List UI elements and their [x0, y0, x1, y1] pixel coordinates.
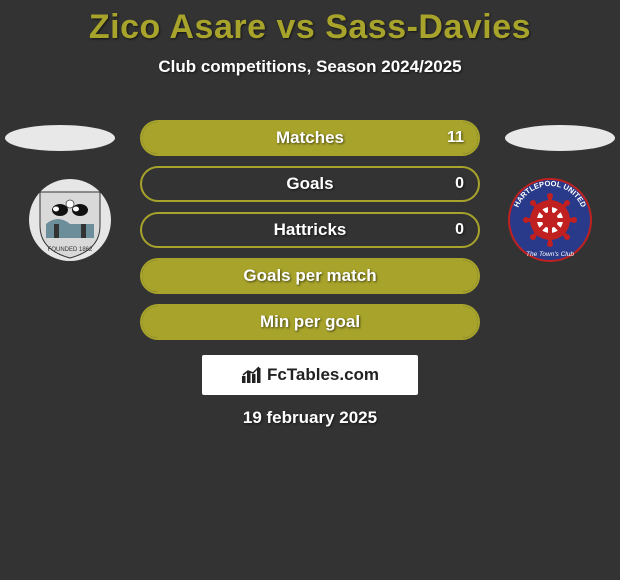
stat-row: Hattricks0 [140, 212, 480, 248]
brand-box[interactable]: FcTables.com [202, 355, 418, 395]
stat-row: Goals per match [140, 258, 480, 294]
player-right-photo-placeholder [505, 125, 615, 151]
stat-right-value: 0 [455, 214, 464, 246]
brand-text: FcTables.com [267, 365, 379, 385]
bar-chart-icon [241, 366, 263, 384]
subtitle: Club competitions, Season 2024/2025 [0, 57, 620, 77]
stats-panel: Matches11Goals0Hattricks0Goals per match… [140, 120, 480, 350]
stat-label: Min per goal [142, 306, 478, 338]
date-text: 19 february 2025 [0, 408, 620, 428]
right-club-badge: HARTLEPOOL UNITED [500, 178, 600, 262]
stat-row: Goals0 [140, 166, 480, 202]
page-title: Zico Asare vs Sass-Davies [0, 0, 620, 47]
stat-row: Matches11 [140, 120, 480, 156]
stat-label: Hattricks [142, 214, 478, 246]
svg-text:FOUNDED 1862: FOUNDED 1862 [48, 247, 93, 253]
stat-row: Min per goal [140, 304, 480, 340]
left-club-badge: FOUNDED 1862 [20, 178, 120, 262]
stat-right-value: 0 [455, 168, 464, 200]
svg-text:The Town's Club: The Town's Club [526, 251, 574, 258]
stat-label: Matches [142, 122, 478, 154]
stat-label: Goals [142, 168, 478, 200]
stat-label: Goals per match [142, 260, 478, 292]
comparison-card: Zico Asare vs Sass-Davies Club competiti… [0, 0, 620, 580]
stat-right-value: 11 [447, 122, 464, 154]
player-left-photo-placeholder [5, 125, 115, 151]
